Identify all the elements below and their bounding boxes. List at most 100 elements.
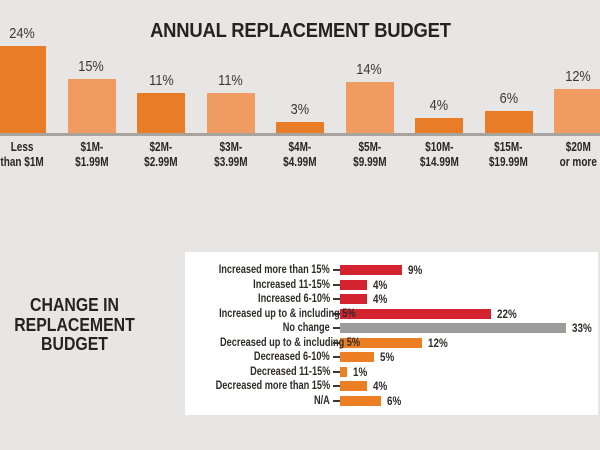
- change-row-value-text: 5%: [380, 350, 395, 365]
- change-row-bar: [340, 265, 402, 276]
- change-row-label-text: Increased up to & including 5%: [219, 307, 356, 320]
- annual-x-tick-label-text: Less than $1M: [0, 140, 44, 169]
- change-row-label: Increased more than 15%: [185, 264, 330, 276]
- annual-x-tick-label-text: $2M- $2.99M: [144, 140, 178, 169]
- annual-bar: [0, 46, 46, 133]
- annual-bar-value: 14%: [335, 61, 405, 78]
- annual-bar-value-text: 24%: [9, 25, 35, 42]
- change-row-label: Decreased 6-10%: [185, 351, 330, 363]
- change-row-value-text: 4%: [373, 379, 388, 394]
- annual-bar-value: 15%: [57, 58, 127, 75]
- change-row-bar: [340, 366, 347, 377]
- change-row-value-text: 33%: [572, 321, 592, 336]
- change-row-bar: [340, 308, 491, 319]
- change-row-value-text: 4%: [373, 277, 388, 292]
- change-row-value-text: 1%: [353, 364, 368, 379]
- annual-bar-value-text: 11%: [148, 72, 174, 89]
- annual-x-tick-label-text: $3M- $3.99M: [213, 140, 248, 169]
- change-row-label: No change: [185, 322, 330, 334]
- annual-x-tick-label: $4M- $4.99M: [262, 140, 338, 170]
- annual-x-tick-label: $1M- $1.99M: [54, 140, 130, 170]
- change-row-label-text: Decreased up to & including 5%: [220, 336, 361, 349]
- change-row-tick: [333, 269, 340, 272]
- annual-x-tick-label: Less than $1M: [0, 140, 60, 170]
- change-row-label: Decreased more than 15%: [185, 380, 330, 392]
- change-row-value: 12%: [428, 336, 452, 350]
- annual-bar: [415, 118, 463, 133]
- annual-chart-title-text: ANNUAL REPLACEMENT BUDGET: [149, 20, 451, 42]
- change-row-bar: [340, 294, 367, 305]
- change-row-tick: [333, 399, 340, 402]
- change-row-label: Increased up to & including 5%: [185, 308, 355, 320]
- annual-bar: [67, 79, 116, 133]
- annual-bar-value-text: 14%: [356, 61, 383, 78]
- change-row-tick: [333, 370, 340, 373]
- change-chart-row: Decreased up to & including 5% 12%: [185, 336, 598, 351]
- change-row-value: 4%: [373, 292, 390, 306]
- change-row-tick: [333, 385, 340, 388]
- annual-bar-value-text: 11%: [218, 72, 243, 89]
- change-row-value: 1%: [353, 365, 370, 379]
- change-row-value: 5%: [380, 350, 397, 364]
- annual-bar-value-text: 15%: [78, 58, 105, 75]
- annual-bar: [276, 122, 324, 133]
- change-chart-rows: Increased more than 15% 9% Increased 11-15…: [185, 263, 598, 408]
- change-row-tick: [333, 341, 340, 344]
- change-chart-row: No change 33%: [185, 321, 598, 336]
- change-chart-row: Decreased 11-15% 1%: [185, 365, 598, 380]
- annual-x-tick-label: $3M- $3.99M: [193, 140, 269, 170]
- annual-bar-value: 4%: [404, 97, 474, 114]
- annual-bar-value: 3%: [265, 101, 335, 118]
- change-row-value-text: 9%: [408, 263, 423, 278]
- change-row-label-text: Decreased more than 15%: [215, 380, 330, 393]
- change-row-value-text: 12%: [428, 335, 448, 350]
- change-row-value: 22%: [497, 307, 521, 321]
- change-row-label-text: Increased more than 15%: [219, 264, 330, 277]
- change-row-value-text: 6%: [387, 393, 402, 408]
- change-chart-row: Increased 11-15% 4%: [185, 278, 598, 293]
- change-row-value: 6%: [387, 394, 404, 408]
- change-chart-row: Increased more than 15% 9%: [185, 263, 598, 278]
- change-row-label-text: N/A: [314, 394, 330, 407]
- change-row-value: 33%: [572, 321, 596, 335]
- annual-x-tick-label-text: $5M- $9.99M: [352, 140, 387, 169]
- annual-bar-value-text: 12%: [565, 68, 591, 85]
- annual-bar-value: 11%: [126, 72, 196, 89]
- change-row-bar: [340, 352, 374, 363]
- change-row-tick: [333, 283, 340, 286]
- change-row-bar: [340, 337, 422, 348]
- annual-x-tick-label-text: $4M- $4.99M: [283, 140, 317, 169]
- change-row-label: Increased 6-10%: [185, 293, 330, 305]
- change-row-value: 4%: [373, 278, 390, 292]
- change-row-label-text: Decreased 6-10%: [254, 351, 330, 364]
- change-row-label: N/A: [185, 395, 330, 407]
- annual-bar-value: 12%: [543, 68, 600, 85]
- change-row-tick: [333, 298, 340, 301]
- annual-x-tick-label-text: $15M- $19.99M: [489, 140, 528, 169]
- change-row-label-text: Decreased 11-15%: [249, 365, 330, 378]
- annual-bar-value: 11%: [196, 72, 266, 89]
- annual-x-tick-label-text: $20M or more: [559, 140, 597, 169]
- change-chart-panel: Increased more than 15% 9% Increased 11-15…: [185, 252, 598, 415]
- change-row-label-text: Increased 6-10%: [257, 293, 330, 306]
- change-row-value-text: 22%: [497, 306, 517, 321]
- annual-bar: [554, 89, 600, 133]
- change-row-label-text: No change: [282, 322, 330, 335]
- change-row-tick: [333, 327, 340, 330]
- change-row-bar: [340, 279, 367, 290]
- annual-x-tick-label-text: $1M- $1.99M: [74, 140, 109, 169]
- annual-x-tick-label: $10M- $14.99M: [401, 140, 477, 170]
- change-row-value-text: 4%: [373, 292, 388, 307]
- annual-x-tick-label: $15M- $19.99M: [471, 140, 547, 170]
- change-chart-row: N/A 6%: [185, 394, 598, 409]
- change-row-value: 4%: [373, 379, 390, 393]
- annual-bar: [206, 93, 255, 133]
- change-row-tick: [333, 312, 340, 315]
- annual-x-tick-label: $2M- $2.99M: [123, 140, 199, 170]
- annual-bar: [484, 111, 533, 133]
- annual-bar-value-text: 6%: [499, 90, 518, 107]
- annual-x-tick-label: $20M or more: [540, 140, 600, 170]
- annual-bar-value-text: 3%: [290, 101, 310, 118]
